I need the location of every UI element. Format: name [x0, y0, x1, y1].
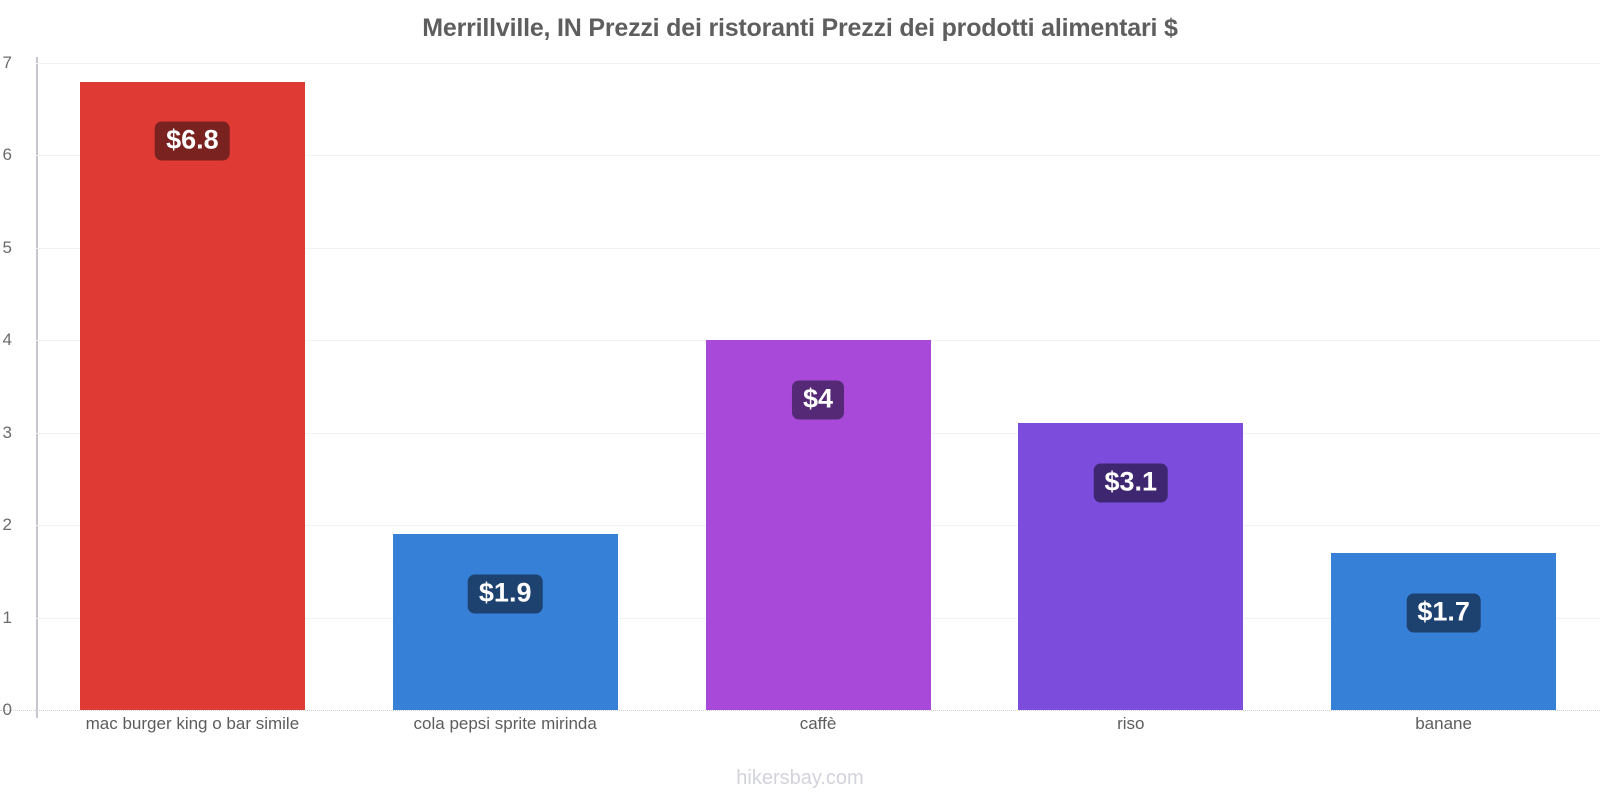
y-axis-tick-label: 7: [2, 53, 12, 72]
y-axis-tick-label: 0: [2, 700, 12, 719]
y-axis-tick-label: 3: [2, 422, 12, 442]
y-axis-tick-label: 4: [2, 330, 12, 350]
gridline: [36, 247, 1600, 249]
x-axis-tick-label: banane: [1415, 714, 1472, 733]
bar-value-label: $4: [791, 380, 845, 420]
x-axis-tick-label: caffè: [799, 714, 837, 733]
bar-value-label: $6.8: [155, 121, 230, 161]
x-axis-line: [0, 710, 1600, 711]
bar[interactable]: [79, 81, 305, 710]
chart-title: Merrillville, IN Prezzi dei ristoranti P…: [422, 14, 1178, 42]
footer-watermark: hikersbay.com: [736, 767, 864, 789]
y-axis-line: [36, 57, 38, 718]
y-axis-tick-label: 2: [2, 515, 12, 535]
x-axis-tick-label: cola pepsi sprite mirinda: [413, 714, 597, 733]
bar-value-label: $3.1: [1093, 463, 1169, 503]
gridline: [36, 63, 1600, 64]
bar[interactable]: [392, 534, 618, 710]
x-axis-tick-label: riso: [1117, 714, 1145, 733]
bar-value-label: $1.7: [1406, 593, 1481, 633]
y-axis-tick-label: 5: [2, 237, 12, 257]
gridline: [36, 155, 1600, 157]
y-axis-tick-label: 1: [2, 607, 12, 627]
y-axis-tick-label: 6: [2, 145, 12, 165]
x-axis-tick-label: mac burger king o bar simile: [85, 714, 300, 733]
plot-area: $6.8 $1.9 $4 $3.1 $1.7: [36, 63, 1600, 711]
bar-value-label: $1.9: [467, 574, 543, 614]
